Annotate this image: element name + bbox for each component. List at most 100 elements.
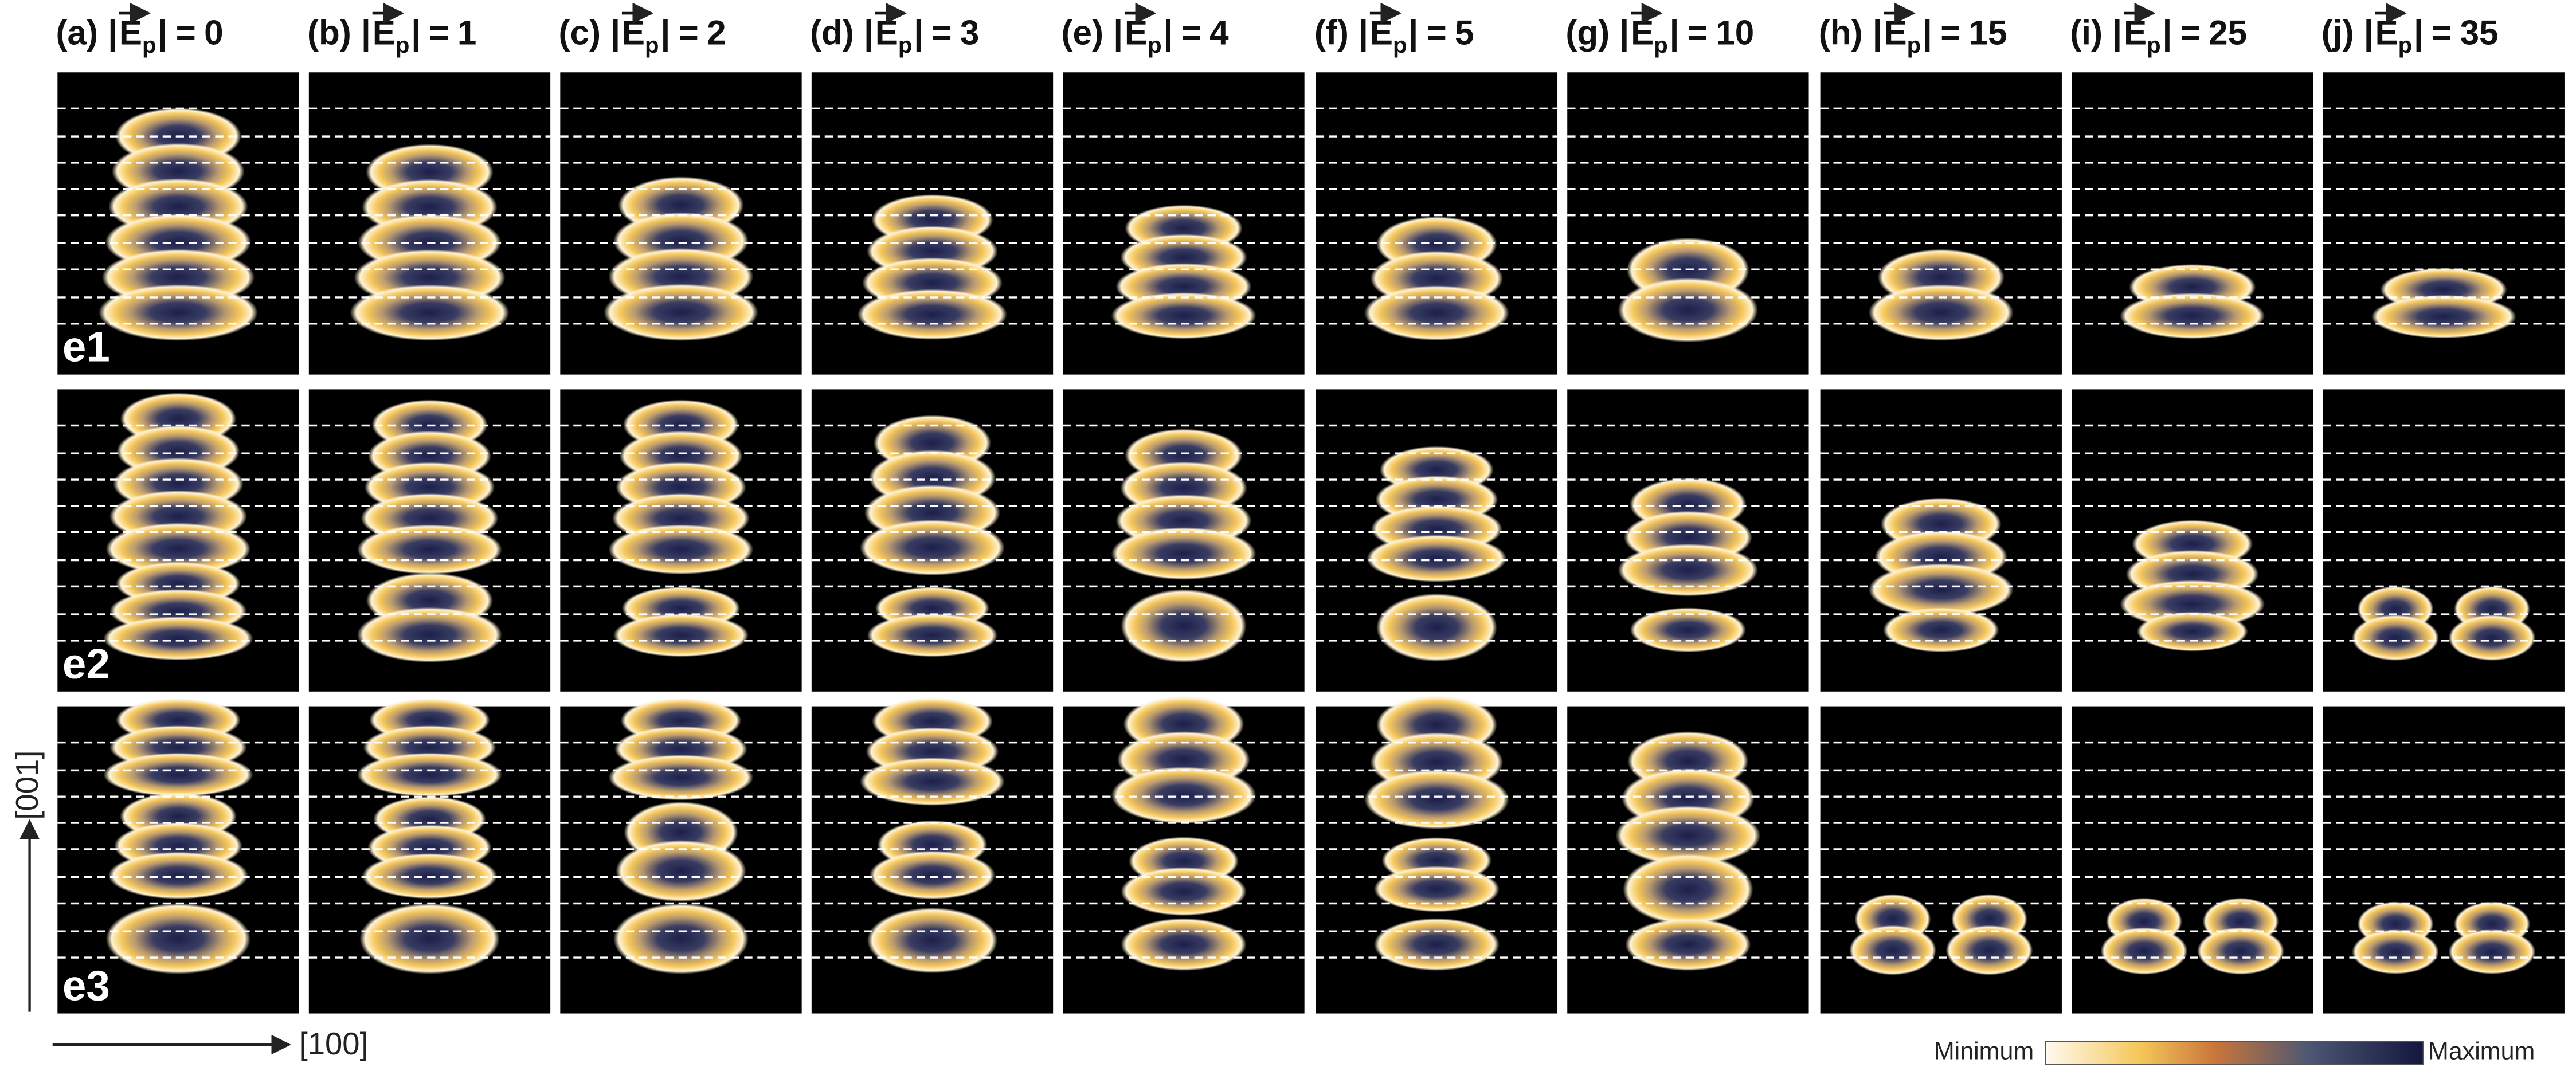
column-title: 5	[1455, 14, 1474, 52]
panel	[811, 72, 1054, 375]
panel	[308, 698, 551, 1014]
density-lobe	[1376, 593, 1497, 662]
column-title: =	[679, 14, 699, 52]
column-title: (c)	[558, 14, 601, 52]
panel	[1316, 72, 1558, 375]
column-title: |	[2112, 14, 2122, 53]
density-lobe	[2448, 614, 2536, 661]
column-title: (i)	[2070, 14, 2103, 52]
density-lobe	[103, 616, 253, 661]
column-title: p	[645, 32, 659, 58]
density-lobe	[1868, 284, 2014, 341]
column-title: 3	[960, 14, 979, 52]
column-title: 0	[204, 14, 223, 52]
panel-background	[2323, 706, 2565, 1014]
density-lobe	[1623, 854, 1753, 925]
column-title: (g)	[1565, 14, 1610, 52]
column-title: E	[119, 14, 142, 52]
panel	[2323, 706, 2565, 1014]
panel	[2072, 706, 2313, 1014]
column-title: =	[1427, 14, 1447, 52]
panel	[57, 389, 299, 692]
panel	[2323, 72, 2565, 375]
density-lobe	[1373, 866, 1500, 912]
panel	[308, 72, 551, 375]
density-lobe	[1868, 563, 2014, 616]
column-title: |	[1359, 14, 1368, 53]
column-title: E	[2124, 14, 2147, 52]
density-lobe	[869, 850, 996, 900]
column-title: p	[142, 32, 156, 58]
density-lobe	[1111, 292, 1256, 339]
panel	[811, 389, 1054, 692]
density-lobe	[2352, 929, 2439, 975]
density-lobe	[108, 852, 249, 900]
axis-label: [001]	[10, 751, 45, 820]
column-title: E	[1631, 14, 1654, 52]
column-title: 2	[707, 14, 726, 52]
density-lobe	[357, 524, 502, 575]
column-title: 35	[2460, 14, 2499, 52]
column-title: 15	[1969, 14, 2007, 52]
row-label: e3	[62, 962, 110, 1010]
density-lobe	[604, 284, 758, 341]
density-lobe	[1373, 918, 1500, 971]
colorbar	[2045, 1041, 2424, 1065]
column-title: p	[1654, 32, 1668, 58]
column-title: E	[1370, 14, 1393, 52]
density-lobe	[867, 613, 998, 657]
density-lobe	[608, 524, 754, 575]
density-lobe	[1849, 925, 1936, 975]
density-lobe	[1618, 543, 1759, 597]
density-lobe	[2136, 611, 2248, 652]
column-title: |	[2162, 14, 2172, 53]
density-lobe	[98, 284, 259, 341]
column-title: =	[2432, 14, 2452, 52]
column-title: (b)	[307, 14, 351, 52]
panel	[1316, 695, 1558, 1014]
column-title: |	[2414, 14, 2424, 53]
column-title: p	[2147, 32, 2161, 58]
density-lobe	[103, 752, 253, 797]
column-title: |	[1670, 14, 1680, 53]
column-title: (h)	[1819, 14, 1863, 52]
density-lobe	[1121, 918, 1247, 971]
column-title: (a)	[56, 14, 98, 52]
density-lobe	[105, 523, 251, 575]
panel	[2323, 389, 2565, 692]
density-lobe	[2371, 295, 2516, 339]
column-title: E	[2375, 14, 2398, 52]
column-title: =	[2180, 14, 2201, 52]
panel	[57, 72, 299, 375]
column-title: |	[411, 14, 421, 53]
column-title: 10	[1716, 14, 1754, 52]
column-title: E	[1884, 14, 1906, 52]
column-title: (f)	[1314, 14, 1349, 52]
column-title: =	[931, 14, 952, 52]
column-title: 1	[457, 14, 476, 52]
colorbar-label: Minimum	[1934, 1038, 2034, 1065]
density-lobe	[1121, 589, 1247, 663]
density-lobe	[1111, 767, 1256, 824]
density-lobe	[1364, 285, 1509, 341]
column-title: |	[914, 14, 923, 53]
density-lobe	[2448, 929, 2536, 975]
panel	[1567, 72, 1809, 375]
column-title: |	[1873, 14, 1882, 53]
density-lobe	[350, 284, 510, 341]
column-title: E	[373, 14, 396, 52]
panel	[560, 697, 802, 1014]
density-lobe	[1121, 867, 1247, 916]
column-title: 4	[1209, 14, 1229, 52]
column-title: (e)	[1061, 14, 1103, 52]
column-title: p	[1907, 32, 1921, 58]
density-lobe	[2197, 927, 2284, 975]
column-title: E	[1125, 14, 1148, 52]
column-title: E	[622, 14, 645, 52]
panel-background	[2072, 706, 2313, 1014]
column-title: |	[1619, 14, 1629, 53]
column-title: |	[864, 14, 874, 53]
column-title: |	[660, 14, 670, 53]
panel	[57, 698, 299, 1014]
density-lobe	[867, 907, 998, 974]
